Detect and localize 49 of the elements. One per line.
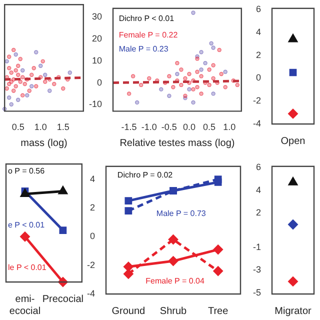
annotation: Male P = 0.23 [118,44,169,54]
y-tick-label: -2 [86,260,95,270]
y-tick-label: 4 [256,184,261,195]
x-tick-label: 1.0 [34,122,47,132]
x-tick-label: 1.0 [223,122,236,132]
y-tick-label: -5 [252,287,261,298]
x-tick-label: Migrator [274,306,312,317]
x-tick-label: 0.5 [12,122,24,132]
x-tick-label: 1.5 [56,122,70,132]
y-tick-label: 2 [256,208,261,218]
y-tick-label: 2 [256,50,261,60]
x-tick-label: Open [280,136,306,147]
x-tick-label: -1.5 [121,122,137,132]
annotation: Dichro P = 0.02 [117,170,174,180]
y-tick-label: 0 [96,77,102,88]
y-tick-label: 0 [90,231,95,242]
text: o P = 0.56 [8,166,46,176]
y-tick-label: 30 [92,12,102,22]
annotation: e P < 0.01 [8,220,46,230]
x-tick-label: -1.0 [141,122,157,132]
x-axis-title: mass (log) [20,138,68,149]
y-tick-label: -1 [252,242,261,252]
x-tick-label: Ground [112,306,146,317]
x-tick-label: emi- ecocial [9,294,41,317]
annotation: Female P = 0.04 [146,276,205,286]
y-tick-label: -10 [88,99,102,110]
y-tick-label: 6 [256,4,261,14]
y-tick-label: 4 [90,174,95,184]
y-tick-label: 0 [256,72,261,83]
annotation: Dichro P < 0.01 [118,14,175,23]
y-tick-label: -3 [252,264,261,275]
x-tick-label: 0.5 [203,122,216,132]
y-tick-label: 20 [92,34,102,44]
y-tick-label: 10 [92,55,102,66]
x-tick-label: Shrub [160,306,188,317]
y-tick-label: 4 [256,26,261,37]
x-tick-label: Tree [208,306,229,317]
x-axis-title: Relative testes mass (log) [120,138,235,149]
y-tick-label: -4 [86,288,95,298]
x-tick-label: -0.5 [161,122,177,132]
y-tick-label: 6 [256,162,261,172]
annotation: le P < 0.01 [8,263,47,272]
y-tick-label: -2 [252,96,261,106]
annotation: Female P = 0.22 [118,30,178,40]
y-tick-label: 2 [90,202,95,212]
x-tick-label: 0.0 [182,122,196,132]
annotation: Male P = 0.73 [156,208,206,218]
x-tick-label: Precocial [42,294,84,305]
y-tick-label: -4 [252,118,261,128]
